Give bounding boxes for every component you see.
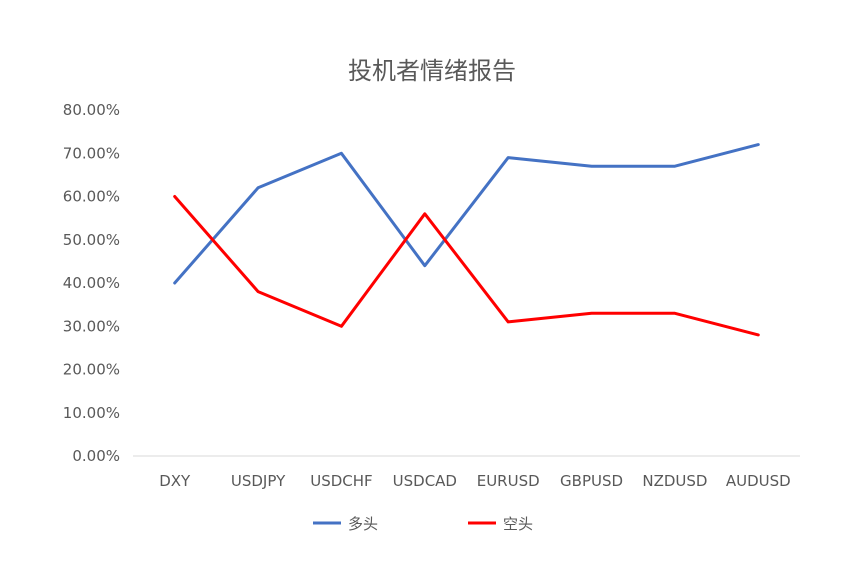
- x-tick-label: USDCAD: [393, 472, 457, 490]
- x-tick-label: USDJPY: [231, 472, 286, 490]
- x-tick-label: DXY: [159, 472, 191, 490]
- y-tick-label: 0.00%: [72, 447, 120, 465]
- y-axis-ticks: 0.00% 10.00% 20.00% 30.00% 40.00% 50.00% 60.00…: [63, 101, 120, 465]
- legend: 多头 空头: [313, 515, 533, 533]
- x-axis-ticks: DXY USDJPY USDCHF USDCAD EURUSD GBPUSD NZDUSD A…: [159, 472, 791, 490]
- x-tick-label: USDCHF: [310, 472, 372, 490]
- x-tick-label: NZDUSD: [642, 472, 707, 490]
- y-tick-label: 80.00%: [63, 101, 120, 119]
- chart-title: 投机者情绪报告: [348, 57, 516, 85]
- y-tick-label: 30.00%: [63, 317, 120, 335]
- x-tick-label: EURUSD: [477, 472, 540, 490]
- y-tick-label: 10.00%: [63, 404, 120, 422]
- x-tick-label: AUDUSD: [726, 472, 791, 490]
- y-tick-label: 40.00%: [63, 274, 120, 292]
- legend-label: 多头: [348, 515, 378, 533]
- y-tick-label: 60.00%: [63, 188, 120, 206]
- legend-label: 空头: [503, 515, 533, 533]
- y-tick-label: 50.00%: [63, 231, 120, 249]
- series-lines: [173, 143, 760, 337]
- x-tick-label: GBPUSD: [560, 472, 623, 490]
- series-line-1: [173, 195, 760, 337]
- y-tick-label: 70.00%: [63, 144, 120, 162]
- y-tick-label: 20.00%: [63, 361, 120, 379]
- series-line-0: [173, 143, 760, 285]
